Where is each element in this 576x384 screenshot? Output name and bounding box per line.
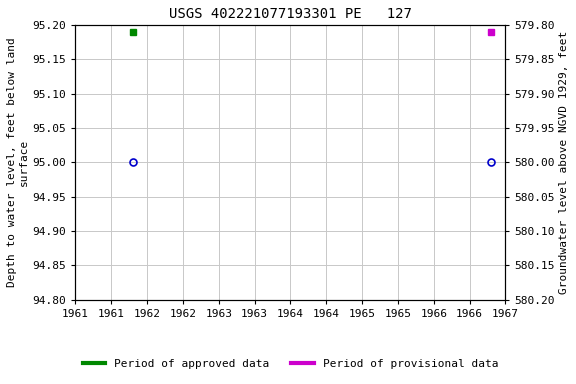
Y-axis label: Groundwater level above NGVD 1929, feet: Groundwater level above NGVD 1929, feet (559, 31, 569, 294)
Legend: Period of approved data, Period of provisional data: Period of approved data, Period of provi… (78, 354, 502, 373)
Title: USGS 402221077193301 PE   127: USGS 402221077193301 PE 127 (169, 7, 412, 21)
Y-axis label: Depth to water level, feet below land
surface: Depth to water level, feet below land su… (7, 37, 29, 287)
